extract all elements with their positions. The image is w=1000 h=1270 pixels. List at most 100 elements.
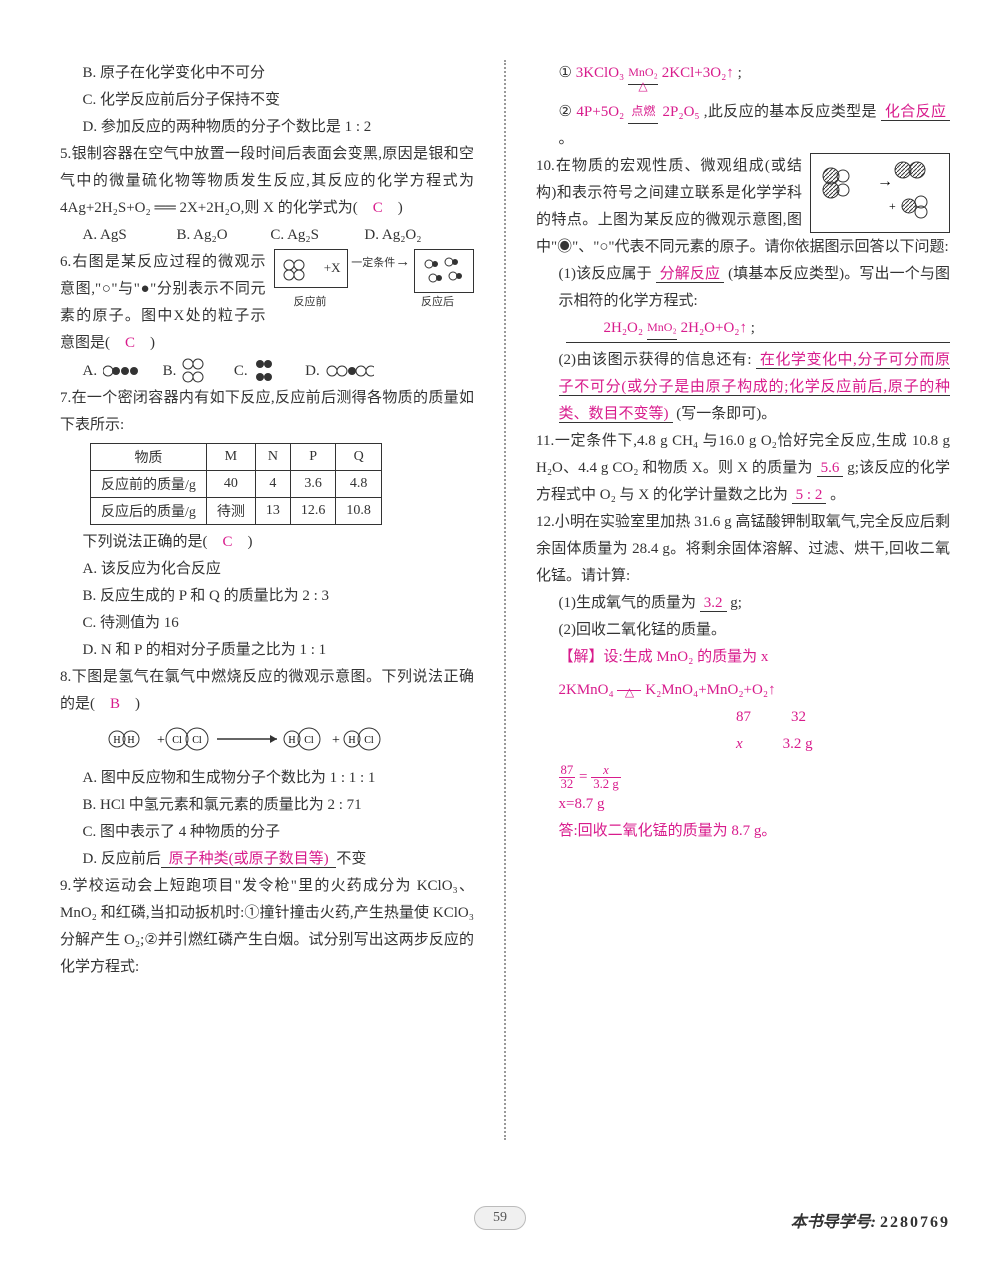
svg-text:+: + (889, 199, 896, 213)
q4-opt-b: B. 原子在化学变化中不可分 (60, 60, 474, 87)
q12-sol-eq: 2KMnO₄ △ K₂MnO₄+MnO₂+O₂↑ (536, 677, 950, 704)
q11: 11.一定条件下,4.8 g CH₄ 与16.0 g O₂恰好完全反应,生成 1… (536, 428, 950, 509)
q8-text2: ) (120, 696, 140, 712)
q9: 9.学校运动会上短跑项目"发令枪"里的火药成分为 KClO₃、MnO₂ 和红磷,… (60, 873, 474, 981)
q6-diagram: +X 一定条件→ 反应前反应后 (274, 249, 474, 313)
page-number: 59 (474, 1206, 526, 1230)
svg-text:Cl: Cl (192, 735, 202, 746)
q8-opt-d: D. 反应前后 原子种类(或原子数目等) 不变 (60, 846, 474, 873)
q12-num: 12. (536, 514, 555, 530)
text: D. 反应前后 (83, 851, 161, 867)
q6-opt-c-label: C. (234, 358, 248, 385)
text: (写一条即可)。 (673, 406, 777, 422)
td: 待测 (206, 498, 255, 525)
svg-text:Cl: Cl (364, 735, 374, 746)
th: P (290, 444, 336, 471)
q7-table: 物质MNPQ 反应前的质量/g4043.64.8 反应后的质量/g待测1312.… (90, 443, 382, 525)
svg-text:H: H (348, 735, 355, 746)
td: 13 (255, 498, 290, 525)
q8-diagram: HH+ClClHCl+HCl (60, 724, 474, 759)
eq-cond: 点燃 (631, 104, 655, 118)
q7-stem2: 下列说法正确的是( C ) (60, 529, 474, 556)
q8-opt-a: A. 图中反应物和生成物分子个数比为 1 : 1 : 1 (60, 765, 474, 792)
q8-opt-d-ans: 原子种类(或原子数目等) (161, 851, 337, 868)
q12-sol-frac: 8732 = x3.2 g (536, 764, 950, 791)
n: 87 (736, 704, 751, 731)
q6-before-label: 反应前 (294, 293, 327, 313)
q5-opt-c: C. Ag₂S (270, 222, 364, 249)
th: Q (336, 444, 382, 471)
q6-after-label: 反应后 (421, 293, 454, 313)
th: 物质 (91, 444, 207, 471)
text: (1)该反应属于 (559, 266, 656, 282)
text: ,此反应的基本反应类型是 (700, 104, 881, 120)
q8-opt-c: C. 图中表示了 4 种物质的分子 (60, 819, 474, 846)
eq-right: 2P₂O₅ (663, 104, 700, 120)
svg-text:→: → (877, 173, 893, 190)
eq2: ② 4P+5O₂ 点燃 2P₂O₅ ,此反应的基本反应类型是 化合反应 。 (536, 99, 950, 153)
q10-num: 10. (536, 158, 555, 174)
svg-text:Cl: Cl (172, 735, 182, 746)
q10-p1-eq: 2H₂O₂ MnO₂ 2H₂O+O₂↑ ; (566, 315, 950, 343)
svg-text:H: H (127, 735, 134, 746)
q11-num: 11. (536, 433, 554, 449)
svg-text:Cl: Cl (304, 735, 314, 746)
q6-text: 右图是某反应过程的微观示意图,"○"与"●"分别表示不同元素的原子。图中X处的粒… (60, 254, 266, 351)
left-column: B. 原子在化学变化中不可分 C. 化学反应前后分子保持不变 D. 参加反应的两… (60, 60, 474, 1140)
num: x (591, 764, 621, 778)
text: (1)生成氧气的质量为 (559, 595, 700, 611)
text: 。 (826, 487, 845, 503)
q5-text: 银制容器在空气中放置一段时间后表面会变黑,原因是银和空气中的微量硫化物等物质发生… (60, 146, 474, 216)
eq-cond: MnO₂ (647, 320, 677, 334)
v: x (736, 731, 743, 758)
td: 4.8 (336, 471, 382, 498)
q6-cond: 一定条件 (351, 257, 395, 269)
q5-answer: C (373, 200, 383, 216)
eq: = (579, 769, 587, 785)
q12-p2: (2)回收二氧化锰的质量。 (536, 617, 950, 644)
q7-opt-d: D. N 和 P 的相对分子质量之比为 1 : 1 (60, 637, 474, 664)
q5-opt-d: D. Ag₂O₂ (364, 222, 458, 249)
th: M (206, 444, 255, 471)
q10-p1-ans1: 分解反应 (656, 266, 725, 283)
text: 。 (559, 131, 574, 147)
right-column: ① 3KClO₃ MnO₂△ 2KCl+3O₂↑ ; ② 4P+5O₂ 点燃 2… (536, 60, 950, 1140)
text: 不变 (336, 851, 366, 867)
q5-num: 5. (60, 146, 71, 162)
q11-ans2: 5 : 2 (792, 487, 827, 504)
text: ) (233, 534, 253, 550)
num: 87 (559, 764, 576, 778)
td: 反应前的质量/g (91, 471, 207, 498)
q6: +X 一定条件→ 反应前反应后 6.右图是某反应过程的微观示意图,"○"与"●"… (60, 249, 474, 357)
q6-opts: A. B. C. D. (60, 357, 474, 385)
q8-opt-b: B. HCl 中氢元素和氯元素的质量比为 2 : 71 (60, 792, 474, 819)
q12: 12.小明在实验室里加热 31.6 g 高锰酸钾制取氧气,完全反应后剩余固体质量… (536, 509, 950, 590)
eq-left: 3KClO₃ (576, 65, 625, 81)
q8-answer: B (110, 696, 120, 712)
q7-num: 7. (60, 390, 71, 406)
q6-text2: ) (135, 335, 155, 351)
svg-text:H: H (113, 735, 120, 746)
q6-before-atoms (281, 257, 321, 281)
n: 32 (791, 704, 806, 731)
q6-num: 6. (60, 254, 71, 270)
text: 小明在实验室里加热 31.6 g 高锰酸钾制取氧气,完全反应后剩余固体质量为 2… (536, 514, 950, 584)
td: 3.6 (290, 471, 336, 498)
q11-ans1: 5.6 (817, 460, 844, 477)
footer-label: 本书导学号: (791, 1214, 876, 1231)
q5-opts: A. AgSB. Ag₂OC. Ag₂SD. Ag₂O₂ (60, 222, 474, 249)
den: 32 (559, 778, 576, 791)
q12-sol-vals: x3.2 g (536, 731, 950, 758)
q12-sol-nums: 87 32 (536, 704, 950, 731)
q7-text: 在一个密闭容器内有如下反应,反应前后测得各物质的质量如下表所示: (60, 390, 474, 433)
q12-sol-ans: 答:回收二氧化锰的质量为 8.7 g。 (536, 818, 950, 845)
q6-opt-a-label: A. (83, 358, 98, 385)
q4-opt-d: D. 参加反应的两种物质的分子个数比是 1 : 2 (60, 114, 474, 141)
q12-p1: (1)生成氧气的质量为 3.2 g; (536, 590, 950, 617)
q9-num: 9. (60, 878, 71, 894)
q10-diagram: → + (810, 153, 950, 233)
eq-left: 4P+5O₂ (576, 104, 624, 120)
td: 12.6 (290, 498, 336, 525)
eq-left: 2H₂O₂ (604, 320, 644, 336)
text: ② (559, 104, 577, 120)
